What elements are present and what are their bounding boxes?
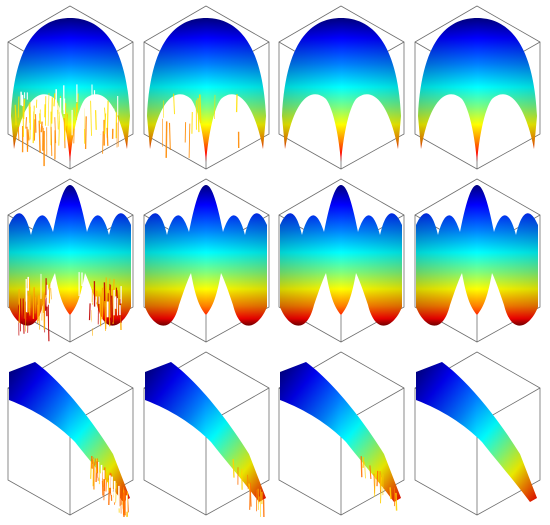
noise-spikes — [18, 272, 122, 342]
surface-plot — [5, 177, 136, 344]
dome-surface — [147, 18, 266, 162]
surface-panel-r1-c4 — [412, 4, 543, 171]
dome-surface — [418, 18, 537, 162]
sheet-surface — [9, 362, 130, 502]
surface-panel-r1-c1 — [5, 4, 136, 171]
surface-panel-r3-c4 — [412, 350, 543, 517]
ridged-surface — [9, 185, 131, 326]
surface-plot — [5, 4, 136, 171]
noise-spikes — [232, 458, 265, 517]
surface-plot — [412, 4, 543, 171]
surface-panel-r3-c1 — [5, 350, 136, 517]
surface-plot — [141, 177, 272, 344]
surface-panel-r2-c4 — [412, 177, 543, 344]
panel-grid — [5, 4, 545, 520]
surface-panel-r2-c2 — [141, 177, 272, 344]
noise-spikes — [14, 84, 119, 167]
sheet-surface — [280, 362, 401, 502]
surface-panel-r3-c3 — [276, 350, 407, 517]
noise-spikes — [90, 455, 129, 517]
surface-panel-r1-c3 — [276, 4, 407, 171]
dome-surface — [11, 18, 130, 162]
surface-panel-r3-c2 — [141, 350, 272, 517]
surface-plot — [412, 350, 543, 517]
surface-plot — [141, 4, 272, 171]
ridged-surface — [145, 185, 267, 326]
surface-panel-r2-c3 — [276, 177, 407, 344]
surface-plot — [276, 350, 407, 517]
surface-panel-r2-c1 — [5, 177, 136, 344]
sheet-surface — [416, 362, 537, 502]
surface-plot — [276, 4, 407, 171]
surface-panel-r1-c2 — [141, 4, 272, 171]
noise-spikes — [162, 93, 240, 159]
dome-surface — [282, 18, 401, 162]
sheet-surface — [145, 362, 266, 502]
surface-plot — [5, 350, 136, 517]
noise-spikes — [360, 456, 398, 511]
ridged-surface — [416, 185, 538, 326]
surface-plot — [141, 350, 272, 517]
ridged-surface — [280, 185, 402, 326]
surface-plot — [276, 177, 407, 344]
surface-plot — [412, 177, 543, 344]
